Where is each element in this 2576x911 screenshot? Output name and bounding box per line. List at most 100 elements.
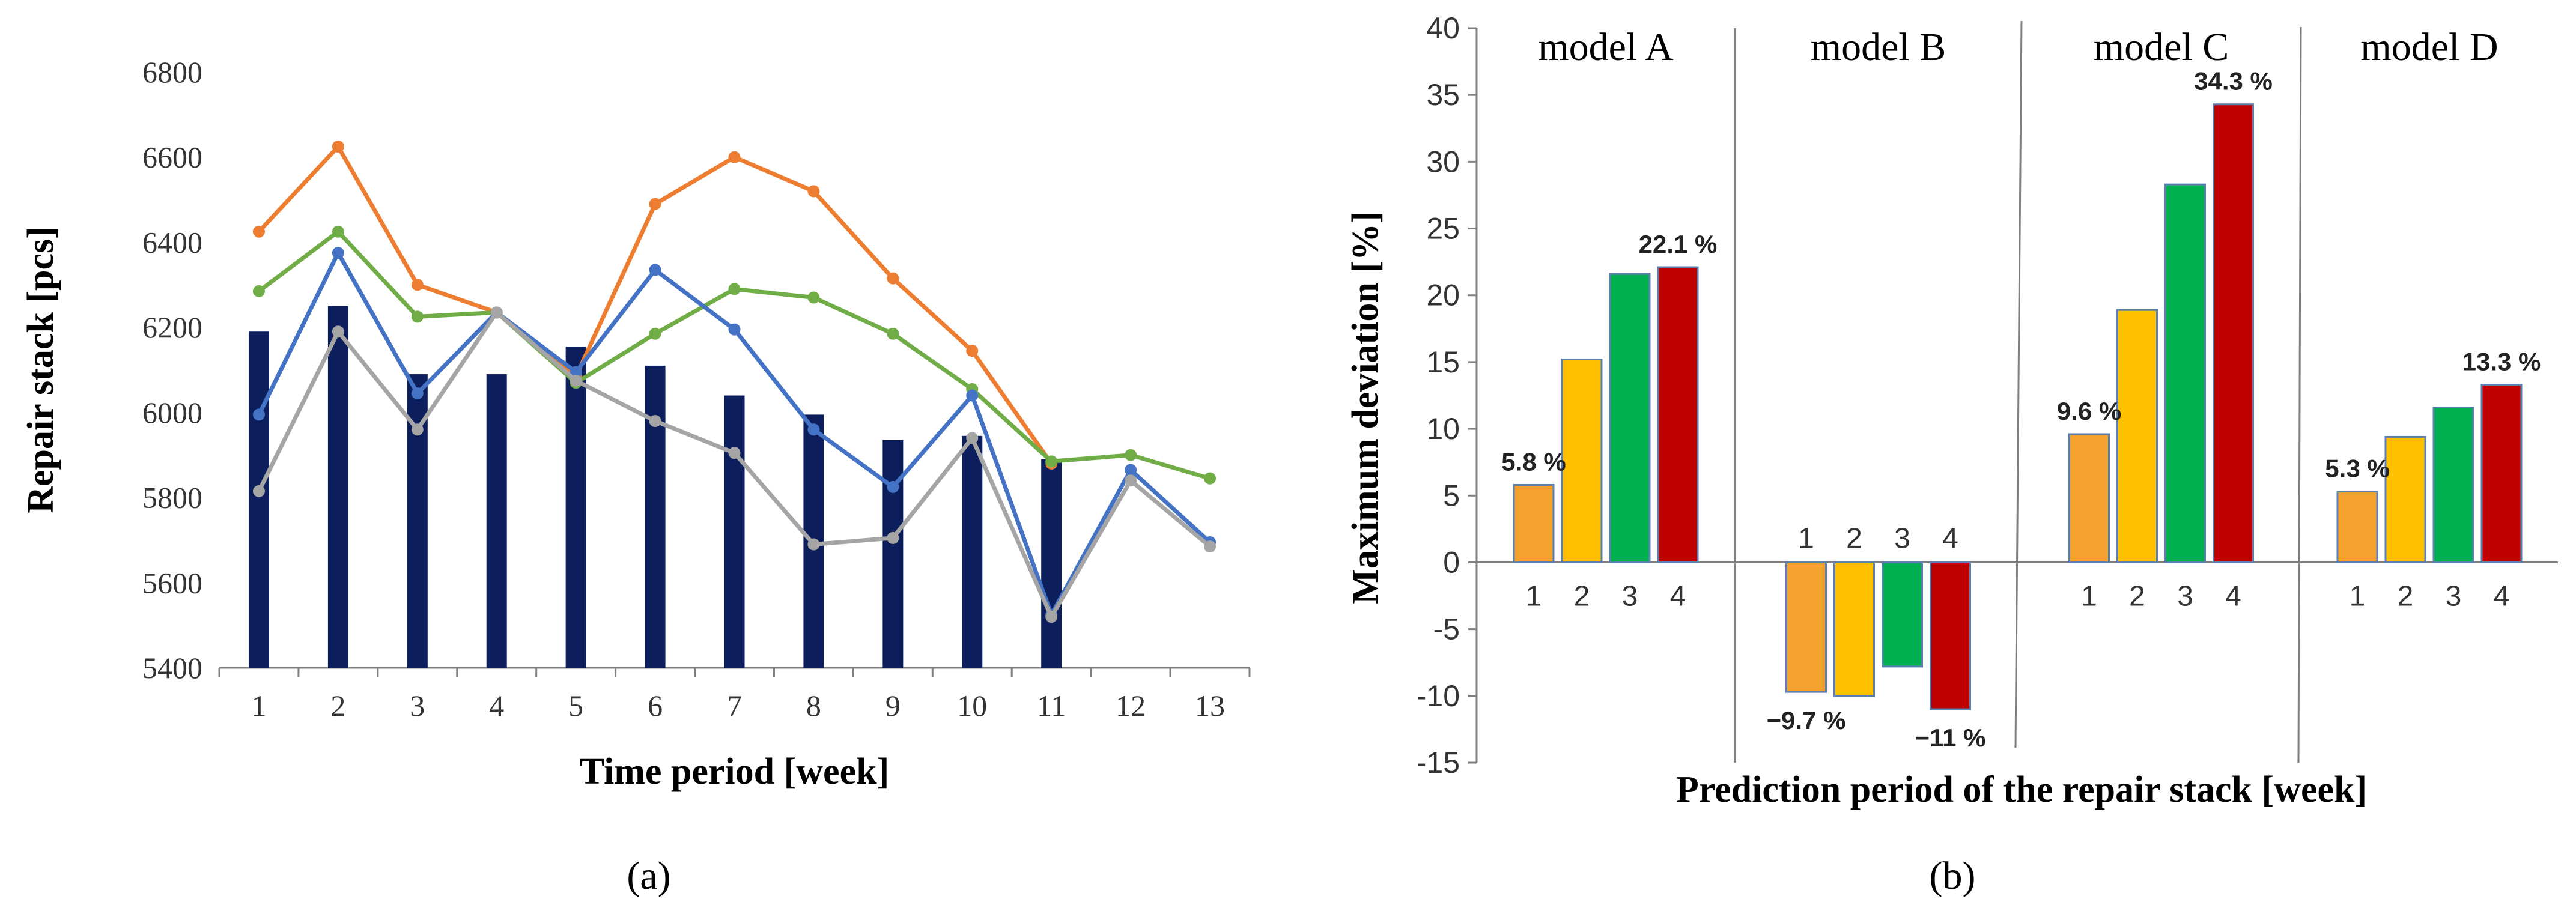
category-label: 1: [1798, 522, 1814, 554]
category-label: 2: [1846, 522, 1862, 554]
data-label: 9.6 %: [2057, 397, 2121, 425]
data-point: [411, 423, 424, 436]
y-tick-label: 25: [1426, 212, 1460, 246]
bar: [2164, 183, 2206, 563]
y-tick-label: 6200: [142, 310, 202, 344]
data-point: [411, 387, 424, 399]
y-tick-label: 6000: [142, 396, 202, 429]
data-label: 5.8 %: [1501, 447, 1566, 476]
data-label: 22.1 %: [1639, 230, 1718, 258]
category-label: 3: [1622, 580, 1638, 612]
category-label: 2: [1574, 580, 1590, 612]
data-label: −9.7 %: [1767, 706, 1846, 734]
data-point: [728, 283, 741, 295]
category-label: 1: [2081, 580, 2097, 612]
bar: [486, 374, 507, 668]
category-label: 1: [2350, 580, 2366, 612]
x-tick-label: 11: [1037, 689, 1066, 722]
data-point: [411, 279, 424, 291]
category-label: 3: [2177, 580, 2193, 612]
bar: [1833, 561, 1875, 697]
y-tick-label: 6600: [142, 141, 202, 174]
data-point: [966, 345, 979, 357]
y-tick-label: -10: [1417, 679, 1460, 713]
y-tick-label: 6800: [142, 55, 202, 89]
y-tick-label: 5800: [142, 481, 202, 515]
data-point: [252, 485, 265, 497]
data-point: [1045, 455, 1058, 468]
y-tick-label: 20: [1426, 279, 1460, 312]
category-label: 4: [2494, 580, 2510, 612]
y-tick-label: 5600: [142, 566, 202, 599]
bar: [962, 435, 983, 668]
category-label: 3: [1894, 522, 1910, 554]
data-point: [649, 198, 661, 210]
data-point: [252, 285, 265, 297]
bar: [2336, 491, 2378, 563]
x-tick-label: 10: [957, 689, 987, 722]
data-point: [728, 323, 741, 336]
model-divider: [2014, 20, 2023, 748]
y-tick-label: -5: [1433, 613, 1460, 646]
data-label: −11 %: [1915, 724, 1986, 752]
data-point: [1045, 610, 1058, 623]
data-label: 13.3 %: [2462, 348, 2541, 376]
data-point: [570, 366, 582, 378]
data-point: [332, 225, 344, 238]
y-tick-label: 40: [1426, 11, 1460, 45]
y-tick-label: 15: [1426, 345, 1460, 379]
data-point: [966, 432, 979, 444]
data-point: [807, 185, 820, 198]
bar: [882, 440, 904, 668]
bar: [565, 347, 586, 668]
x-tick-label: 13: [1195, 689, 1225, 722]
bar: [1930, 561, 1971, 710]
bar: [1882, 561, 1923, 668]
category-label: 4: [2225, 580, 2241, 612]
data-point: [649, 327, 661, 340]
bar: [2213, 103, 2254, 563]
data-point: [332, 325, 344, 338]
x-tick-label: 7: [727, 689, 742, 722]
data-point: [807, 423, 820, 436]
x-tick-label: 1: [251, 689, 266, 722]
data-point: [887, 272, 899, 285]
y-axis-title: Maximum deviation [%]: [1345, 211, 1386, 604]
x-tick-label: 3: [410, 689, 425, 722]
x-tick-label: 6: [648, 689, 663, 722]
data-point: [887, 327, 899, 340]
data-point: [807, 291, 820, 304]
y-axis-title: Repair stack [pcs]: [20, 226, 61, 513]
x-tick-label: 8: [806, 689, 821, 722]
bar: [724, 395, 745, 668]
data-point: [728, 447, 741, 459]
x-tick-label: 2: [330, 689, 345, 722]
data-point: [966, 389, 979, 402]
data-point: [649, 415, 661, 428]
bar: [2068, 433, 2110, 563]
bar: [2480, 384, 2523, 563]
bar: [248, 331, 269, 668]
category-label: 4: [1670, 580, 1686, 612]
bar: [1561, 358, 1603, 563]
data-point: [570, 374, 582, 387]
model-title: model D: [2360, 25, 2498, 69]
data-point: [411, 310, 424, 323]
y-tick-label: 10: [1426, 412, 1460, 446]
data-point: [490, 306, 503, 319]
model-title: model B: [1811, 25, 1946, 69]
data-point: [649, 264, 661, 276]
bar: [327, 306, 348, 668]
data-point: [332, 247, 344, 259]
category-label: 2: [2129, 580, 2145, 612]
bar: [2432, 407, 2474, 563]
data-point: [1204, 540, 1217, 553]
y-tick-label: 5400: [142, 651, 202, 685]
data-point: [1125, 464, 1137, 476]
x-tick-label: 9: [886, 689, 901, 722]
bar: [2384, 435, 2426, 563]
bar: [1785, 561, 1827, 693]
y-tick-label: 0: [1443, 545, 1460, 579]
